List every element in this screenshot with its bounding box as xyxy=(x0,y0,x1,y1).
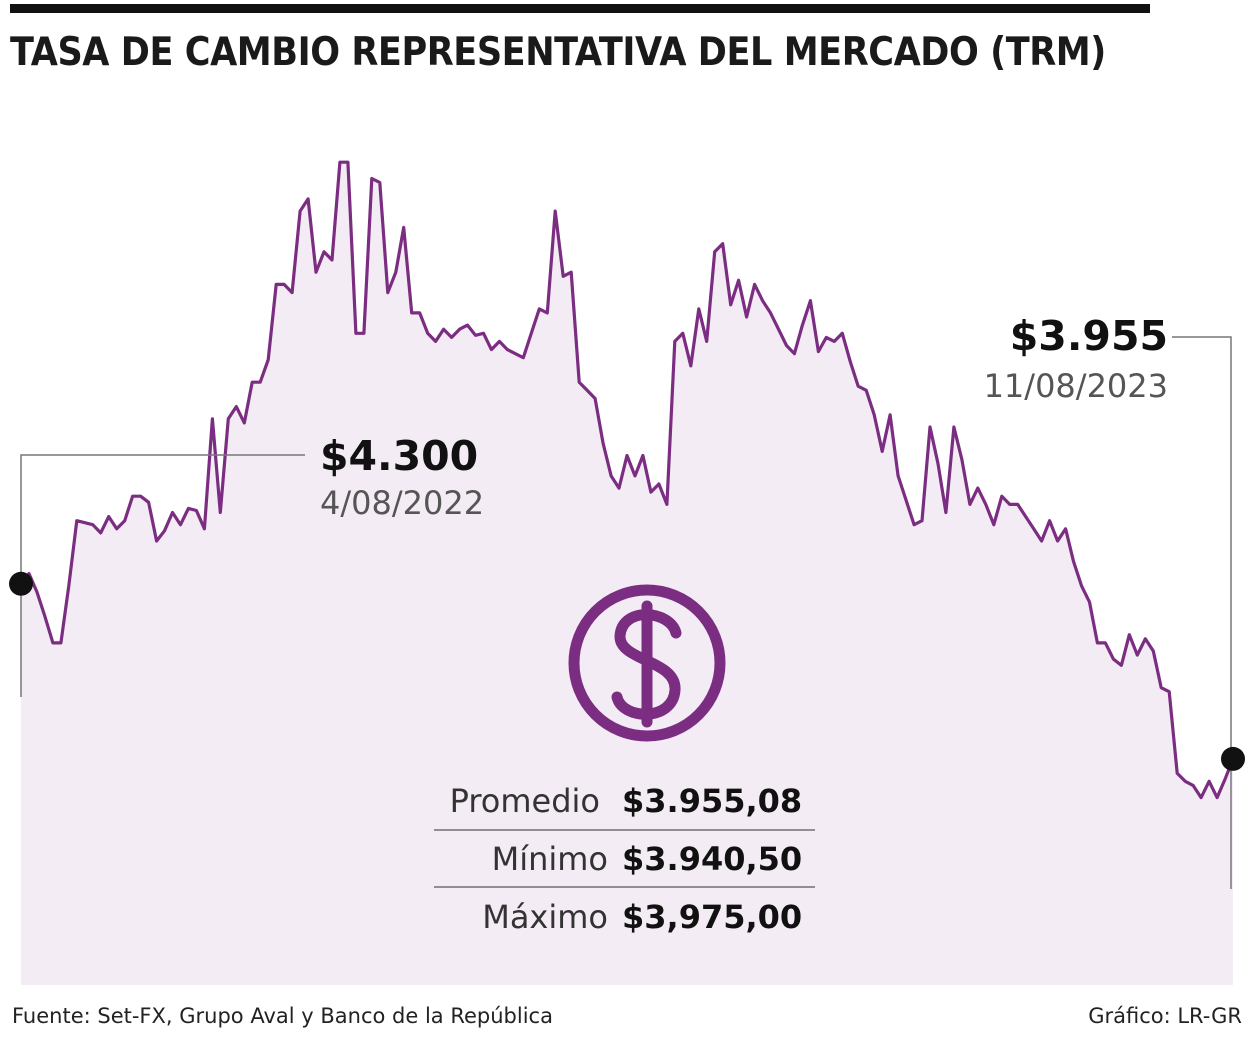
source-note: Fuente: Set-FX, Grupo Aval y Banco de la… xyxy=(12,1004,553,1028)
stat-label-minimo: Mínimo xyxy=(492,840,608,878)
leader-end xyxy=(1172,336,1232,889)
top-rule xyxy=(10,4,1150,13)
chart-title: TASA DE CAMBIO REPRESENTATIVA DEL MERCAD… xyxy=(10,30,1106,75)
credit-note: Gráfico: LR-GR xyxy=(1088,1004,1242,1028)
stat-value-maximo: $3,975,00 xyxy=(622,898,802,936)
end-marker xyxy=(1221,746,1245,771)
area-fill xyxy=(21,162,1233,985)
dollar-circle-icon xyxy=(568,584,726,742)
end-date-label: 11/08/2023 xyxy=(984,367,1168,405)
start-marker xyxy=(9,571,33,596)
stat-value-promedio: $3.955,08 xyxy=(622,782,802,820)
stat-label-maximo: Máximo xyxy=(482,898,608,936)
series-line xyxy=(19,160,1235,800)
stat-label-promedio: Promedio xyxy=(450,782,600,820)
leader-start xyxy=(20,454,305,697)
start-date-label: 4/08/2022 xyxy=(320,484,484,522)
end-value-label: $3.955 xyxy=(1010,312,1168,360)
start-value-label: $4.300 xyxy=(320,432,478,480)
stat-value-minimo: $3.940,50 xyxy=(622,840,802,878)
